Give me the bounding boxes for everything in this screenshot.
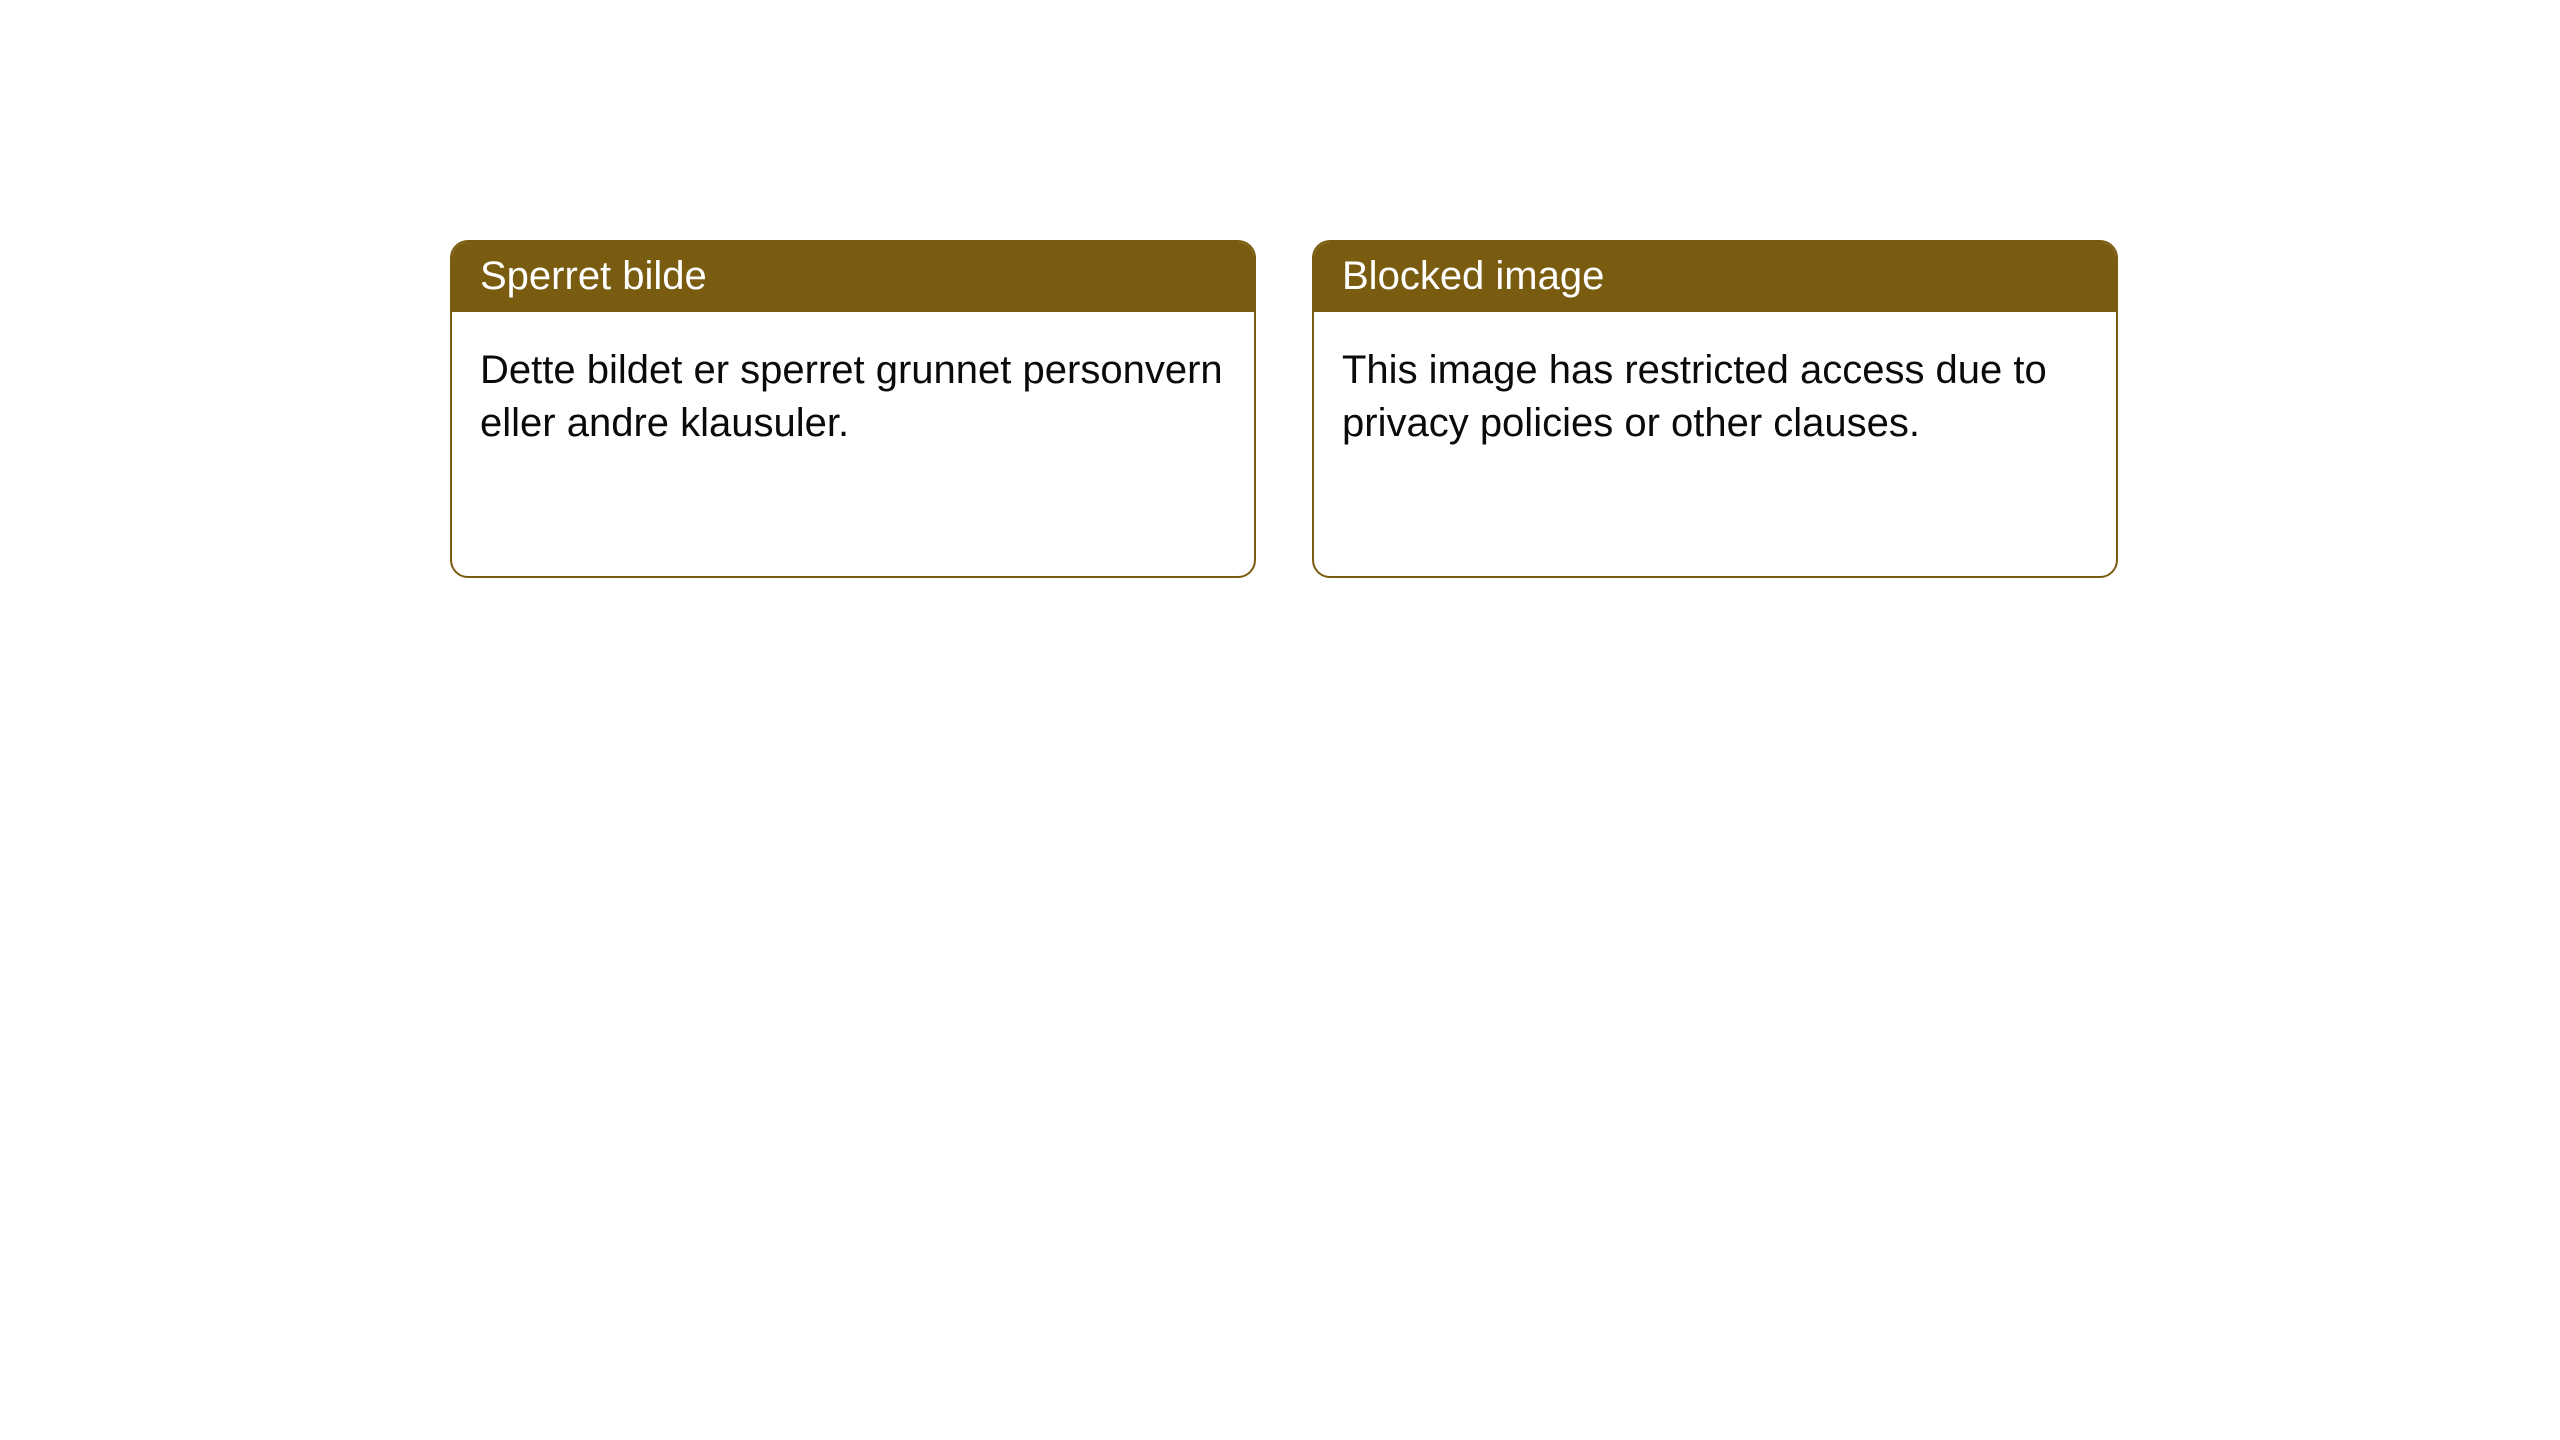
card-header: Sperret bilde [452, 242, 1254, 312]
card-body: Dette bildet er sperret grunnet personve… [452, 312, 1254, 482]
blocked-image-card-en: Blocked image This image has restricted … [1312, 240, 2118, 578]
notice-container: Sperret bilde Dette bildet er sperret gr… [0, 0, 2560, 578]
card-header: Blocked image [1314, 242, 2116, 312]
card-body: This image has restricted access due to … [1314, 312, 2116, 482]
blocked-image-card-no: Sperret bilde Dette bildet er sperret gr… [450, 240, 1256, 578]
